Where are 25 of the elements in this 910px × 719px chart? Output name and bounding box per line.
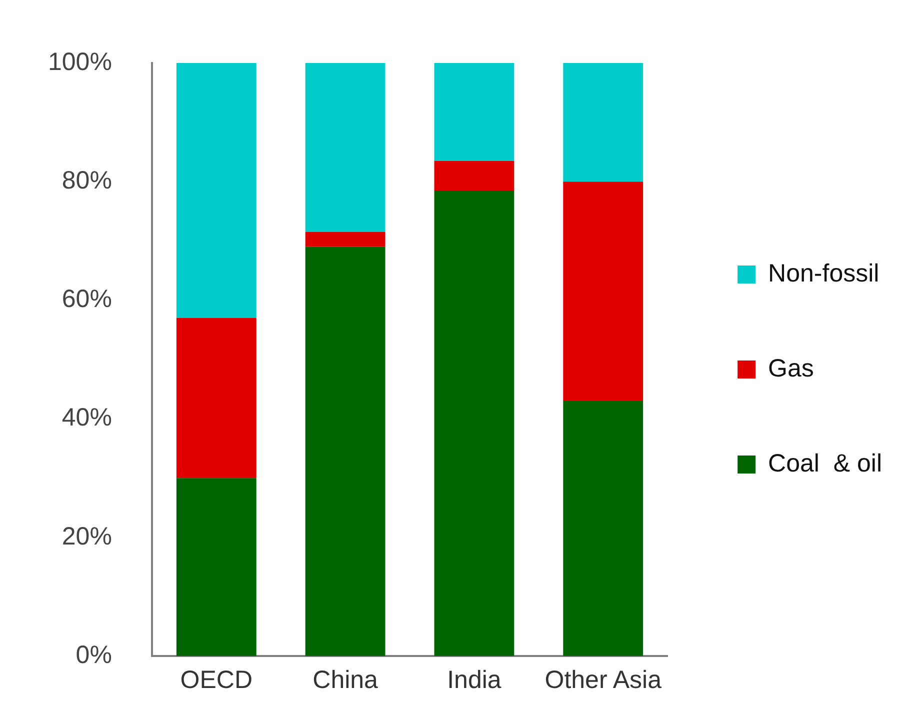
- y-tick-label: 20%: [62, 522, 112, 550]
- bar: [434, 63, 514, 161]
- x-tick-label: India: [447, 666, 502, 694]
- legend-label: Coal & oil: [768, 449, 882, 478]
- bar: [176, 478, 256, 656]
- bar: [563, 63, 644, 182]
- legend-label: Gas: [768, 354, 814, 382]
- y-tick-label: 100%: [48, 48, 112, 76]
- bar: [563, 401, 644, 656]
- bar: [434, 160, 514, 190]
- y-tick-label: 80%: [62, 166, 112, 194]
- x-tick-label: China: [312, 666, 378, 694]
- y-tick-label: 0%: [76, 640, 112, 669]
- bar: [176, 63, 256, 318]
- legend-label: Non-fossil: [768, 259, 880, 288]
- y-tick-label: 40%: [62, 404, 112, 432]
- bar: [305, 232, 386, 247]
- x-tick-label: Other Asia: [544, 666, 662, 694]
- bar: [176, 318, 256, 478]
- bar: [563, 182, 644, 402]
- x-tick-label: OECD: [180, 666, 253, 694]
- bar: [434, 190, 514, 656]
- bar: [305, 63, 386, 232]
- bar: [305, 246, 386, 656]
- y-tick-label: 60%: [62, 285, 112, 314]
